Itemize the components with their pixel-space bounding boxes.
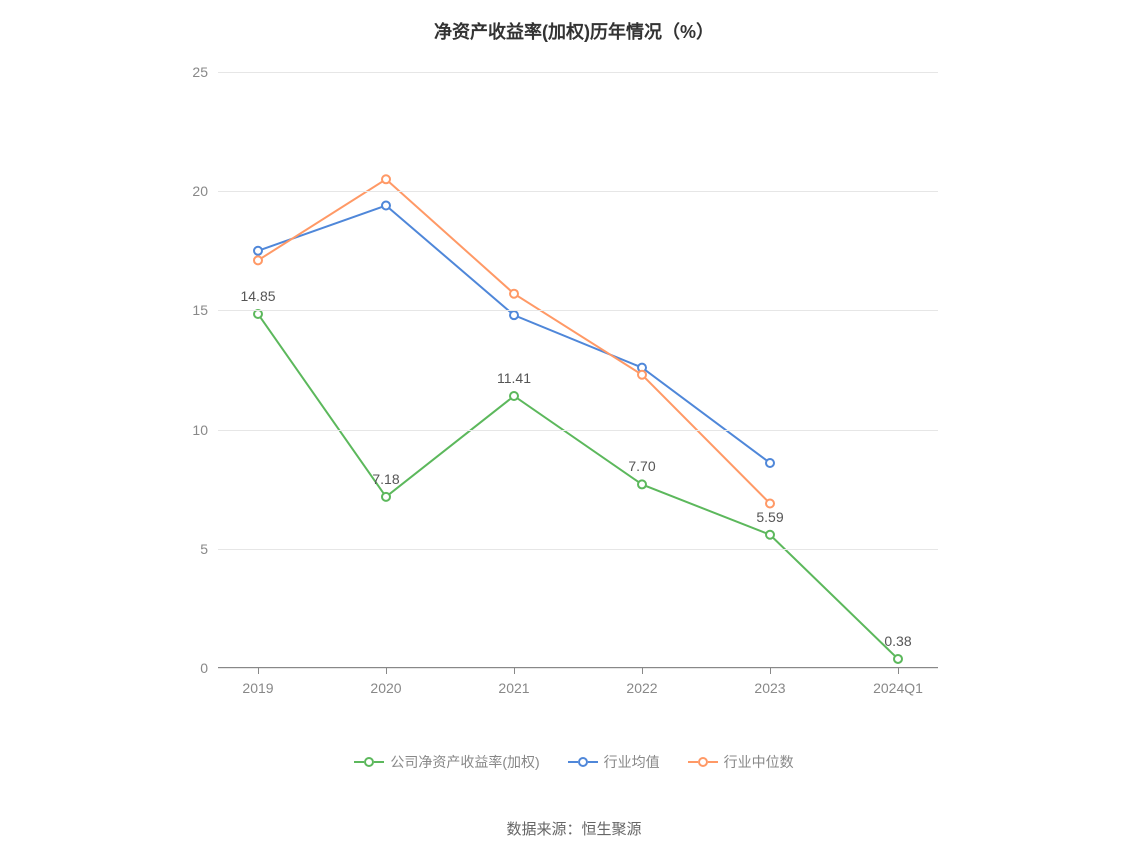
legend-label: 行业中位数	[724, 752, 794, 772]
x-tick-mark	[386, 668, 387, 674]
gridline	[218, 549, 938, 550]
y-tick-label: 25	[168, 64, 208, 80]
chart-lines-svg	[218, 72, 938, 668]
legend-swatch-industry_median	[688, 755, 718, 769]
data-label-company: 11.41	[497, 370, 531, 386]
y-tick-label: 15	[168, 302, 208, 318]
x-tick-label: 2024Q1	[873, 680, 923, 696]
gridline	[218, 310, 938, 311]
chart-title: 净资产收益率(加权)历年情况（%）	[0, 18, 1148, 44]
marker-industry_mean	[510, 311, 518, 319]
line-series-industry_median	[258, 179, 770, 503]
data-label-company: 7.70	[628, 458, 655, 474]
gridline	[218, 668, 938, 669]
chart-legend: 公司净资产收益率(加权) 行业均值 行业中位数	[0, 752, 1148, 772]
y-tick-label: 0	[168, 660, 208, 676]
plot-area	[218, 72, 938, 668]
data-label-company: 14.85	[240, 288, 275, 304]
roe-chart-container: 净资产收益率(加权)历年情况（%） 公司净资产收益率(加权)行业均值行业中位数 …	[0, 0, 1148, 859]
x-tick-mark	[258, 668, 259, 674]
data-label-company: 0.38	[884, 633, 911, 649]
marker-industry_median	[510, 290, 518, 298]
x-tick-mark	[770, 668, 771, 674]
data-source-label: 数据来源：恒生聚源	[0, 818, 1148, 839]
marker-industry_median	[766, 500, 774, 508]
legend-label: 行业均值	[604, 752, 660, 772]
gridline	[218, 72, 938, 73]
x-tick-label: 2022	[626, 680, 657, 696]
gridline	[218, 430, 938, 431]
legend-label: 公司净资产收益率(加权)	[390, 752, 539, 772]
legend-item-industry_mean[interactable]: 行业均值	[568, 752, 660, 772]
legend-item-company[interactable]: 公司净资产收益率(加权)	[354, 752, 539, 772]
marker-company	[510, 392, 518, 400]
x-tick-mark	[642, 668, 643, 674]
y-tick-label: 5	[168, 541, 208, 557]
marker-industry_mean	[766, 459, 774, 467]
data-label-company: 5.59	[756, 509, 783, 525]
x-tick-label: 2020	[370, 680, 401, 696]
marker-industry_median	[254, 256, 262, 264]
marker-company	[638, 480, 646, 488]
legend-item-industry_median[interactable]: 行业中位数	[688, 752, 794, 772]
marker-industry_median	[382, 175, 390, 183]
marker-industry_mean	[382, 202, 390, 210]
x-tick-label: 2023	[754, 680, 785, 696]
marker-company	[766, 531, 774, 539]
y-tick-label: 10	[168, 422, 208, 438]
x-tick-mark	[514, 668, 515, 674]
data-label-company: 7.18	[372, 471, 399, 487]
legend-swatch-industry_mean	[568, 755, 598, 769]
x-tick-label: 2019	[242, 680, 273, 696]
line-series-company	[258, 314, 898, 659]
marker-industry_mean	[254, 247, 262, 255]
gridline	[218, 191, 938, 192]
y-tick-label: 20	[168, 183, 208, 199]
legend-swatch-company	[354, 755, 384, 769]
marker-company	[382, 493, 390, 501]
marker-company	[894, 655, 902, 663]
marker-industry_median	[638, 371, 646, 379]
x-tick-mark	[898, 668, 899, 674]
x-tick-label: 2021	[498, 680, 529, 696]
